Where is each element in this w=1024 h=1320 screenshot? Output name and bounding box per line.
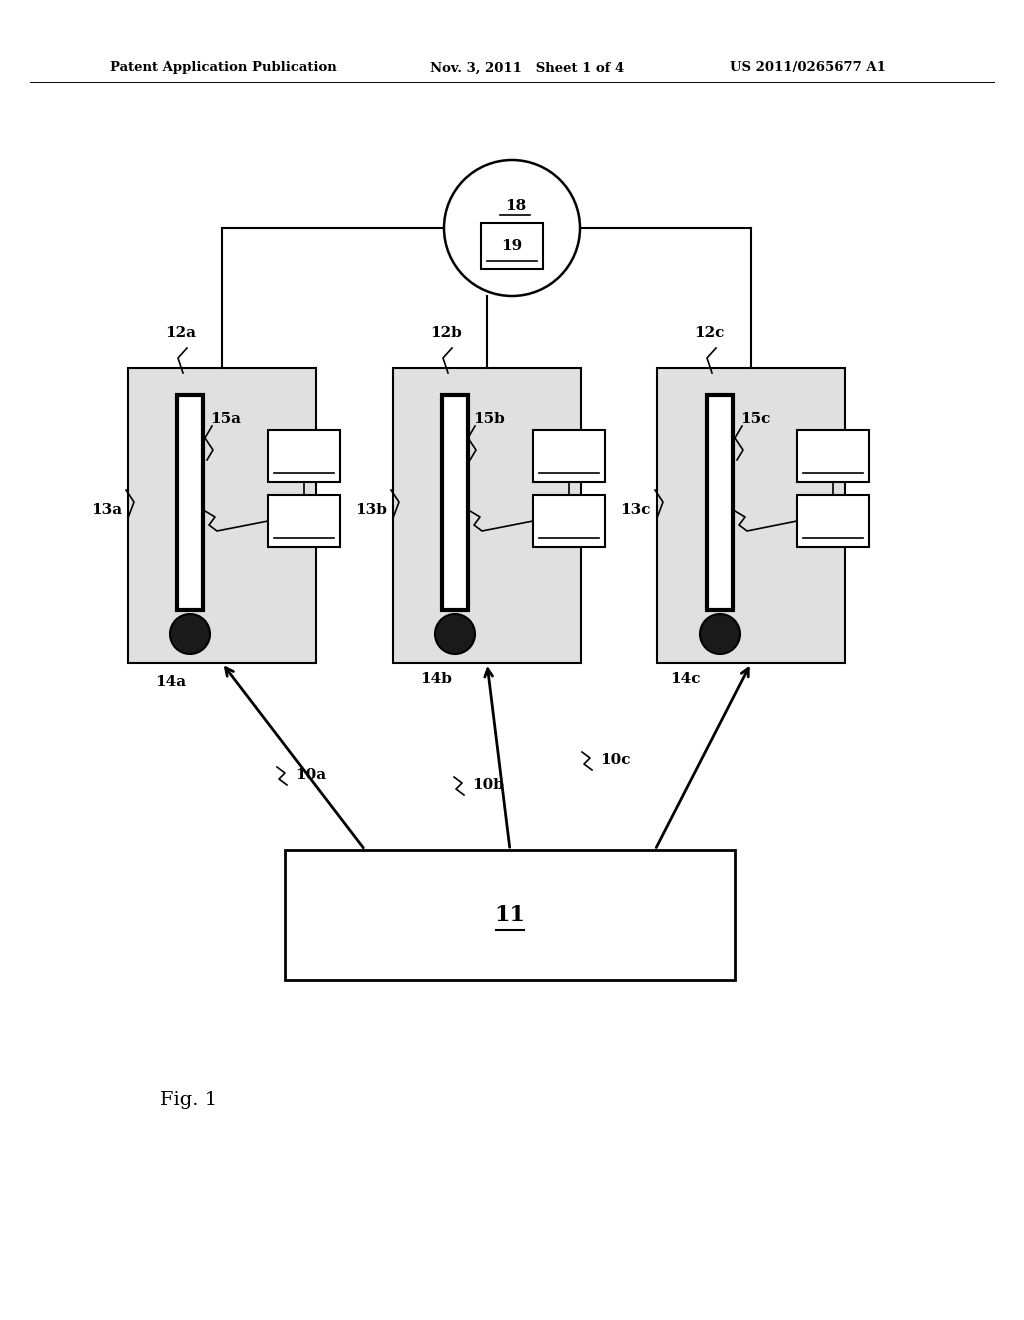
Text: 16a: 16a: [289, 513, 319, 528]
Text: 16b: 16b: [553, 513, 585, 528]
Text: 15c: 15c: [740, 412, 770, 426]
Bar: [657, 368, 845, 663]
Bar: [534, 495, 605, 546]
Text: 13a: 13a: [91, 503, 122, 517]
Text: 11: 11: [495, 904, 525, 927]
Text: 19: 19: [502, 239, 522, 253]
Text: Patent Application Publication: Patent Application Publication: [110, 62, 337, 74]
Text: US 2011/0265677 A1: US 2011/0265677 A1: [730, 62, 886, 74]
Text: 17a: 17a: [289, 449, 319, 463]
Text: 14b: 14b: [420, 672, 452, 686]
Text: 13b: 13b: [355, 503, 387, 517]
Bar: [707, 395, 733, 610]
Text: 13c: 13c: [621, 503, 651, 517]
Bar: [285, 850, 735, 979]
Bar: [268, 495, 340, 546]
Text: 14a: 14a: [155, 675, 186, 689]
Bar: [481, 223, 543, 269]
Text: 17b: 17b: [553, 449, 585, 463]
Bar: [797, 495, 869, 546]
Text: 15a: 15a: [210, 412, 241, 426]
Circle shape: [435, 614, 475, 653]
Text: 12a: 12a: [165, 326, 196, 341]
Text: Fig. 1: Fig. 1: [160, 1092, 217, 1109]
Bar: [442, 395, 468, 610]
Bar: [177, 395, 203, 610]
Bar: [534, 430, 605, 482]
Text: Nov. 3, 2011   Sheet 1 of 4: Nov. 3, 2011 Sheet 1 of 4: [430, 62, 625, 74]
Bar: [797, 430, 869, 482]
Text: 12c: 12c: [694, 326, 724, 341]
Text: 12b: 12b: [430, 326, 462, 341]
Text: 10b: 10b: [472, 777, 504, 792]
Text: 15b: 15b: [473, 412, 505, 426]
Bar: [393, 368, 581, 663]
Text: 10a: 10a: [295, 768, 326, 781]
Text: 17c: 17c: [818, 449, 848, 463]
Text: 10c: 10c: [600, 752, 631, 767]
Bar: [268, 430, 340, 482]
Text: 18: 18: [506, 199, 526, 213]
Text: 16c: 16c: [818, 513, 848, 528]
Circle shape: [700, 614, 740, 653]
Text: 14c: 14c: [670, 672, 700, 686]
Ellipse shape: [444, 160, 580, 296]
Bar: [128, 368, 316, 663]
Circle shape: [170, 614, 210, 653]
